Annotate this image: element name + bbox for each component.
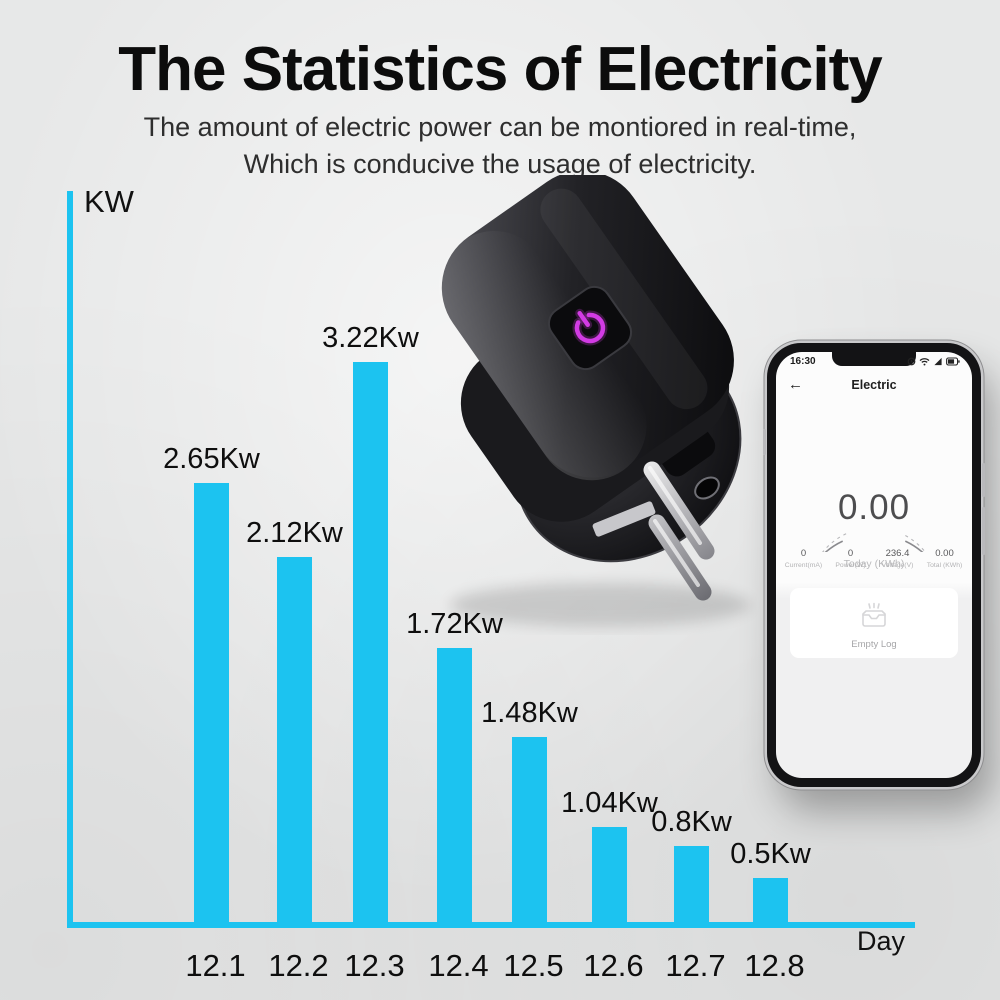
alarm-icon — [907, 357, 916, 366]
phone-screen: 16:30 ← Electric 0 — [776, 352, 972, 778]
x-tick-12.4: 12.4 — [428, 948, 489, 983]
stat-power-w-: 0 Power(W) — [827, 548, 874, 569]
x-tick-12.2: 12.2 — [268, 948, 329, 983]
phone-power-button — [982, 507, 985, 555]
x-axis-label: Day — [857, 926, 906, 956]
x-tick-12.1: 12.1 — [185, 948, 246, 983]
stat-value: 0 — [800, 548, 807, 559]
stat-label: Total (KWh) — [926, 562, 963, 569]
bar-value-label-12.6: 1.04Kw — [561, 787, 658, 819]
page-title: The Statistics of Electricity — [118, 35, 882, 104]
subtitle-line-2: Which is conducive the usage of electric… — [243, 149, 757, 179]
back-button[interactable]: ← — [788, 376, 803, 393]
bar-12.7 — [674, 846, 709, 922]
stat-label: Power(W) — [835, 562, 866, 569]
bar-value-label-12.8: 0.5Kw — [730, 838, 811, 870]
stat-value: 236.4 — [885, 548, 910, 559]
bar-12.8 — [753, 878, 788, 922]
app-title: Electric — [851, 378, 897, 392]
y-axis-label: KW — [84, 184, 134, 219]
bar-12.4 — [437, 648, 472, 922]
wifi-icon — [919, 358, 930, 366]
x-tick-12.5: 12.5 — [503, 948, 564, 983]
empty-log-card: Empty Log — [790, 588, 958, 658]
y-axis-line — [67, 191, 73, 928]
gauge-caption: Today (KWh) — [843, 558, 905, 570]
bar-value-label-12.5: 1.48Kw — [481, 697, 578, 729]
status-time: 16:30 — [790, 356, 816, 367]
power-button[interactable] — [543, 281, 638, 376]
x-tick-12.7: 12.7 — [665, 948, 726, 983]
stat-current-ma-: 0 Current(mA) — [780, 548, 827, 569]
stat-value: 0.00 — [935, 548, 954, 559]
bar-12.6 — [592, 827, 627, 922]
empty-tray-icon — [862, 602, 886, 627]
plug-shadow — [450, 583, 750, 627]
subtitle-line-1: The amount of electric power can be mont… — [143, 112, 857, 142]
phone-volume-button — [982, 463, 985, 497]
stats-row: 0 Current(mA) 0 Power(W) 236.4 Voltage(V) 0.00… — [780, 548, 968, 569]
gauge-value: 0.00 — [837, 488, 911, 527]
phone-mute-switch — [763, 429, 766, 455]
bar-12.1 — [194, 483, 229, 922]
bar-12.2 — [277, 557, 312, 922]
x-axis-line — [67, 922, 915, 928]
app-header: ← Electric — [776, 374, 972, 398]
stat-total-kwh-: 0.00 Total (KWh) — [921, 548, 968, 569]
smart-plug-image — [439, 175, 750, 627]
bar-value-label-12.7: 0.8Kw — [651, 806, 732, 838]
x-tick-12.6: 12.6 — [583, 948, 644, 983]
phone-mockup: 16:30 ← Electric 0 — [763, 343, 985, 787]
stat-label: Current(mA) — [784, 562, 823, 569]
bar-12.3 — [353, 362, 388, 922]
empty-log-label: Empty Log — [851, 639, 897, 650]
x-tick-12.3: 12.3 — [344, 948, 405, 983]
bar-value-label-12.1: 2.65Kw — [163, 443, 260, 475]
plug-pins — [643, 461, 715, 601]
bar-12.5 — [512, 737, 547, 922]
phone-notch — [832, 352, 916, 366]
signal-icon — [934, 357, 942, 366]
bar-value-label-12.3: 3.22Kw — [322, 322, 419, 354]
plug-earth-strip — [592, 501, 656, 537]
battery-icon — [946, 357, 960, 366]
energy-gauge: 0.00 Today (KWh) — [789, 394, 959, 683]
power-icon — [572, 308, 608, 346]
stat-value: 0 — [847, 548, 854, 559]
stat-voltage-v-: 236.4 Voltage(V) — [874, 548, 921, 569]
status-bar: 16:30 — [776, 355, 972, 369]
plug-screw-hole — [694, 476, 720, 500]
bar-value-label-12.2: 2.12Kw — [246, 517, 343, 549]
stat-label: Voltage(V) — [881, 562, 914, 569]
x-tick-12.8: 12.8 — [744, 948, 805, 983]
